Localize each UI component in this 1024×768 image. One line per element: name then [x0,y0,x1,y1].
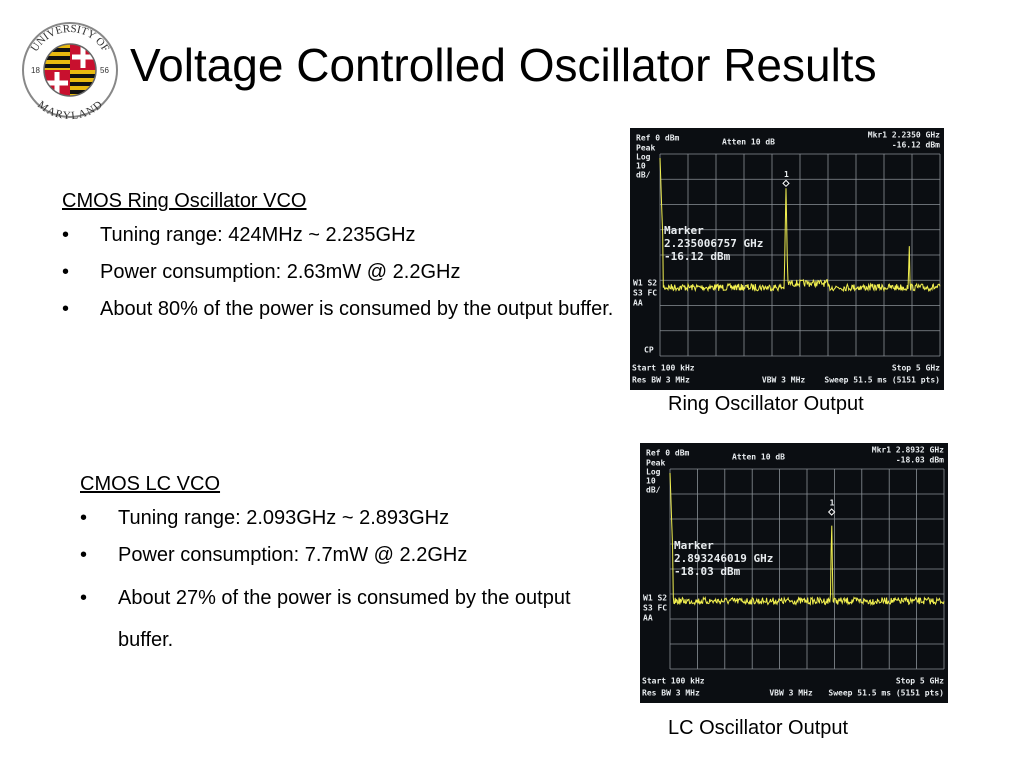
bullet: About 27% of the power is consumed by th… [80,577,630,661]
text-section: CMOS Ring Oscillator VCO Tuning range: 4… [62,183,622,331]
screen-mode: AA [643,614,653,623]
screen-rbw: Res BW 3 MHz [642,689,700,698]
screen-side-label: Log [636,153,651,162]
section-heading: CMOS Ring Oscillator VCO [62,190,307,212]
bullet: About 80% of the power is consumed by th… [62,294,622,325]
screen-marker-readout: Mkr1 2.8932 GHz [872,446,944,455]
bullet: Power consumption: 2.63mW @ 2.2GHz [62,257,622,288]
screen-sweep: Sweep 51.5 ms (5151 pts) [824,376,940,385]
screen-mode: AA [633,299,643,308]
screen-side-label: 10 [646,477,656,486]
marker-diamond [827,508,836,516]
screen-mode: W1 S2 [643,594,667,603]
screen-vbw: VBW 3 MHz [762,376,806,385]
screen-ref: Ref 0 dBm [636,134,680,143]
screen-atten: Atten 10 dB [722,138,775,147]
slide-title: Voltage Controlled Oscillator Results [130,39,877,91]
screen-vbw: VBW 3 MHz [769,689,813,698]
screen-marker-label: 2.893246019 GHz [674,552,773,565]
marker-diamond [782,179,790,188]
screen-side-label: dB/ [636,171,651,180]
screen-marker-label: -16.12 dBm [664,250,731,263]
screen-mode: S3 FC [643,604,667,613]
screen-bg [640,443,948,703]
logo-year: 18 [31,66,40,75]
marker-number: 1 [830,499,835,508]
screen-marker-readout: Mkr1 2.2350 GHz [868,131,940,140]
bullet: Tuning range: 424MHz ~ 2.235GHz [62,220,622,251]
screen-side-label: 10 [636,162,646,171]
screen-marker-label: Marker [674,539,714,552]
screen-mode: S3 FC [633,289,657,298]
screen-sweep: Sweep 51.5 ms (5151 pts) [828,689,944,698]
text-section: CMOS LC VCO Tuning range: 2.093GHz ~ 2.8… [80,466,630,667]
screen-start: Start 100 kHz [642,677,705,686]
screen-side-label: Peak [636,144,655,153]
marker-number: 1 [784,170,789,179]
screen-stop: Stop 5 GHz [892,364,940,373]
screen-side-label: Log [646,468,661,477]
trace [659,157,941,293]
screen-stop: Stop 5 GHz [896,677,944,686]
screen-marker-label: -18.03 dBm [674,565,741,578]
section-heading: CMOS LC VCO [80,473,221,495]
bullet: Tuning range: 2.093GHz ~ 2.893GHz [80,503,630,534]
screen-rbw: Res BW 3 MHz [632,376,690,385]
screen-marker-readout: -18.03 dBm [896,456,944,465]
figure-caption: LC Oscillator Output [668,717,849,739]
logo-year: 56 [100,66,109,75]
screen-marker-label: 2.235006757 GHz [664,237,763,250]
screen-side-label: dB/ [646,486,661,495]
bullet-list: Tuning range: 2.093GHz ~ 2.893GHz Power … [80,503,630,661]
figure-caption: Ring Oscillator Output [668,393,864,415]
logo: UNIVERSITY OF MARYLAND 18 56 [22,22,118,120]
bullet: Power consumption: 7.7mW @ 2.2GHz [80,540,630,571]
screen-ref: Ref 0 dBm [646,449,690,458]
screen-marker-readout: -16.12 dBm [892,141,940,150]
screen-mode: CP [644,346,654,355]
screen-start: Start 100 kHz [632,364,695,373]
bullet-list: Tuning range: 424MHz ~ 2.235GHz Power co… [62,220,622,325]
screen-atten: Atten 10 dB [732,453,785,462]
screen-side-label: Peak [646,459,665,468]
screen-mode: W1 S2 [633,279,657,288]
screen-marker-label: Marker [664,224,704,237]
trace [669,472,945,607]
